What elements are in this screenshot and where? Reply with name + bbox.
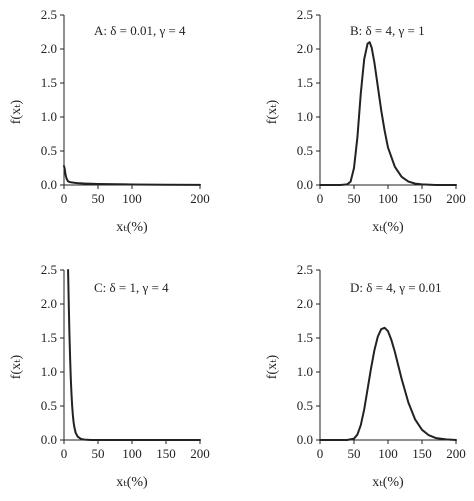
y-tick-label: 1.5 [297,330,313,345]
panel-label: D: δ = 4, γ = 0.01 [350,280,442,295]
y-axis-title: f(xₜ) [265,354,280,379]
x-tick-label: 100 [378,191,398,206]
y-axis-title: f(xₜ) [265,99,280,124]
y-tick-label: 0.0 [41,432,57,447]
x-axis-title: xₜ(%) [116,475,148,490]
y-tick-label: 1.0 [297,364,313,379]
y-tick-label: 0.0 [297,177,313,192]
series-line [319,326,457,441]
x-tick-label: 0 [61,191,68,206]
x-axis-title: xₜ(%) [372,475,404,490]
y-axis-title: f(xₜ) [9,354,24,379]
panel-label: A: δ = 0.01, γ = 4 [94,23,186,38]
y-tick-label: 0.5 [41,398,57,413]
y-tick-label: 2.0 [297,41,313,56]
x-tick-label: 0 [61,446,68,461]
y-axis-title: f(xₜ) [9,99,24,124]
series-line [319,41,457,186]
x-axis-title: xₜ(%) [372,220,404,235]
y-tick-label: 1.0 [41,364,57,379]
y-tick-label: 0.5 [297,143,313,158]
y-tick-label: 2.0 [297,296,313,311]
y-tick-label: 2.0 [41,296,57,311]
y-tick-label: 2.5 [297,262,313,277]
series-line [67,269,201,441]
x-tick-label: 200 [190,446,210,461]
y-tick-label: 1.5 [297,75,313,90]
x-tick-label: 200 [446,446,466,461]
y-tick-label: 0.5 [297,398,313,413]
x-tick-label: 50 [348,446,361,461]
panel-a: 0 50 100 200 0.0 0.5 1.0 1.5 2.0 2.5 xₜ(%) f(xₜ) A: … [9,7,210,235]
series-line [63,164,201,186]
x-tick-label: 100 [122,191,142,206]
x-tick-label: 150 [412,191,432,206]
x-tick-label: 150 [412,446,432,461]
y-tick-label: 2.5 [297,7,313,22]
x-tick-label: 50 [92,191,105,206]
x-axis-title: xₜ(%) [116,220,148,235]
x-tick-label: 200 [190,191,210,206]
y-tick-label: 1.5 [41,330,57,345]
y-tick-label: 0.5 [41,143,57,158]
y-tick-label: 1.0 [297,109,313,124]
x-tick-label: 100 [122,446,142,461]
y-tick-label: 1.0 [41,109,57,124]
y-tick-label: 1.5 [41,75,57,90]
panel-label: C: δ = 1, γ = 4 [94,280,169,295]
panel-c: 0 50 100 150 200 0.0 0.5 1.0 1.5 2.0 2.5 xₜ(%) f(xₜ)… [9,262,210,490]
panel-d: 0 50 100 150 200 0.0 0.5 1.0 1.5 2.0 2.5 xₜ(%) f(xₜ)… [265,262,466,490]
x-tick-label: 50 [92,446,105,461]
x-tick-label: 200 [446,191,466,206]
y-tick-label: 0.0 [297,432,313,447]
x-tick-label: 150 [156,446,176,461]
x-tick-label: 0 [317,191,324,206]
y-tick-label: 2.5 [41,7,57,22]
y-tick-label: 2.5 [41,262,57,277]
x-tick-label: 100 [378,446,398,461]
x-tick-label: 0 [317,446,324,461]
x-tick-label: 50 [348,191,361,206]
y-tick-label: 2.0 [41,41,57,56]
panel-label: B: δ = 4, γ = 1 [350,23,425,38]
y-tick-label: 0.0 [41,177,57,192]
panel-b: 0 50 100 150 200 0.0 0.5 1.0 1.5 2.0 2.5 xₜ(%) f(xₜ)… [265,7,466,235]
